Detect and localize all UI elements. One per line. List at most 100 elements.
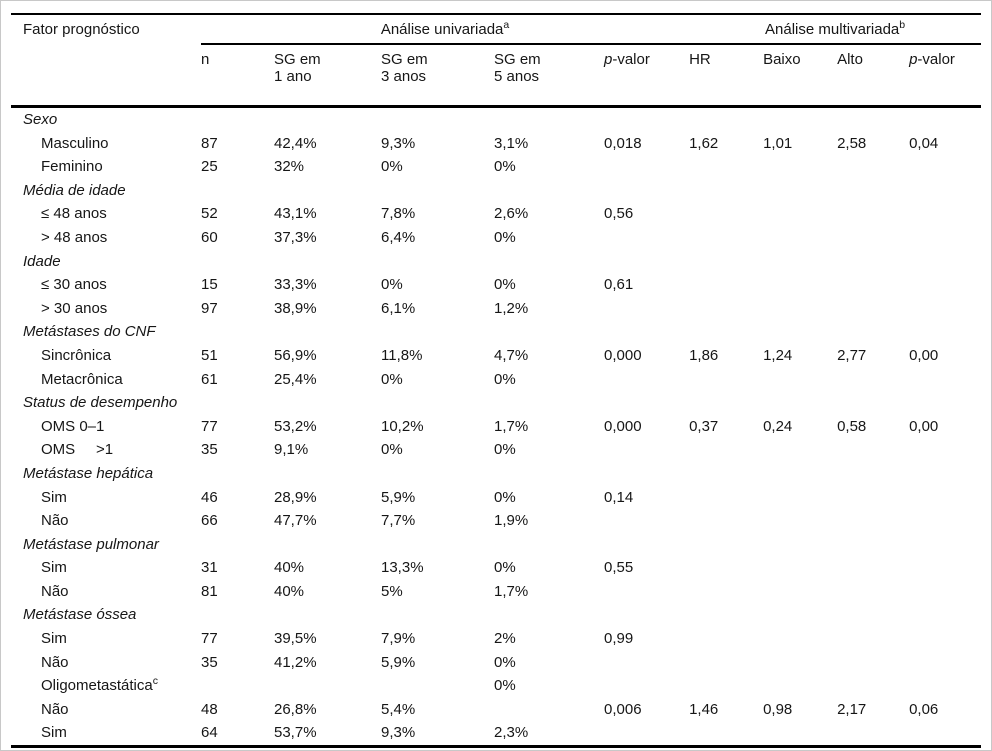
column-header: p-valor xyxy=(909,44,982,108)
table-cell xyxy=(763,320,837,344)
table-cell: 52 xyxy=(201,205,218,223)
column-header: SG em 3 anos xyxy=(381,44,494,108)
table-cell: 0% xyxy=(381,370,403,388)
table-cell xyxy=(604,226,689,250)
table-cell xyxy=(381,603,494,627)
table-cell: 2,3% xyxy=(494,724,529,742)
table-cell xyxy=(689,603,763,627)
table-cell xyxy=(837,250,909,274)
table-cell xyxy=(763,202,837,226)
table-cell: 6,4% xyxy=(381,228,416,246)
table-cell: 39,5% xyxy=(274,630,317,648)
section-row: Média de idade xyxy=(11,179,981,203)
table-cell: 0% xyxy=(494,158,516,176)
row-label: Sim xyxy=(41,559,67,577)
table-cell xyxy=(381,533,494,557)
row-label: Metacrônica xyxy=(41,370,123,388)
table-cell xyxy=(381,462,494,486)
table-cell xyxy=(909,627,981,651)
table-cell: 35 xyxy=(201,653,218,671)
footnote-marker-a: a xyxy=(503,18,510,31)
table-cell: 1,62 xyxy=(689,134,719,152)
table-cell: 61 xyxy=(201,370,218,388)
table-cell: 77 xyxy=(201,417,218,435)
table-cell xyxy=(274,320,381,344)
table-cell xyxy=(604,107,689,132)
column-header-row: n SG em 1 ano SG em 3 anos SG em 5 anos p-valor… xyxy=(11,44,982,108)
row-label: Masculino xyxy=(41,134,109,152)
table-cell xyxy=(274,250,381,274)
table-cell xyxy=(604,651,689,675)
table-cell xyxy=(837,438,909,462)
table-cell: 32% xyxy=(274,158,305,176)
table-cell: 1,46 xyxy=(689,700,719,718)
table-cell: 51 xyxy=(201,346,218,364)
column-header: Alto xyxy=(837,44,910,108)
table-cell: 31 xyxy=(201,559,218,577)
table-cell: 1,2% xyxy=(494,299,529,317)
table-cell: 0,56 xyxy=(604,205,634,223)
table-cell xyxy=(909,721,981,746)
col-header-fator-prognostico: Fator prognóstico xyxy=(23,21,140,38)
table-cell xyxy=(763,391,837,415)
row-label: Oligometastáticac xyxy=(41,675,158,695)
footnote-marker-c: c xyxy=(152,675,158,688)
table-cell xyxy=(909,438,981,462)
table-cell xyxy=(604,179,689,203)
table-row: Sim 46 28,9% 5,9% 0% 0,14 xyxy=(11,486,981,510)
group-header-univariada-label: Análise univariada xyxy=(380,20,504,38)
table-row: Sim 77 39,5% 7,9% 2% 0,99 xyxy=(11,627,981,651)
table-cell xyxy=(494,250,604,274)
table-cell xyxy=(909,509,981,533)
table-cell: 7,7% xyxy=(381,512,416,530)
table-cell xyxy=(763,721,837,746)
table-cell: 0% xyxy=(494,559,516,577)
table-cell: 40% xyxy=(274,582,305,600)
table-cell xyxy=(689,627,763,651)
table-cell: 25 xyxy=(201,158,218,176)
table-cell: 0,04 xyxy=(909,134,939,152)
table-cell xyxy=(909,202,981,226)
section-row: Metástases do CNF xyxy=(11,320,981,344)
table-cell: 0% xyxy=(381,276,403,294)
table-cell xyxy=(689,462,763,486)
row-label: Não xyxy=(41,653,69,671)
italic-p: p xyxy=(909,51,918,68)
table-cell: 0% xyxy=(494,228,516,246)
table-cell xyxy=(909,486,981,510)
table-cell: 2,6% xyxy=(494,205,529,223)
table-cell xyxy=(837,368,909,392)
table-cell xyxy=(837,462,909,486)
table-cell: 53,7% xyxy=(274,724,317,742)
table-cell: 9,3% xyxy=(381,134,416,152)
table-cell xyxy=(909,651,981,675)
table-cell: 2% xyxy=(494,630,516,648)
table-row: OMS 0–1 77 53,2% 10,2% 1,7% 0,000 0,37 0,24 0,58… xyxy=(11,415,981,439)
table-cell xyxy=(909,603,981,627)
table-cell: 0,55 xyxy=(604,559,634,577)
section-row: Metástase óssea xyxy=(11,603,981,627)
table-row: Não 66 47,7% 7,7% 1,9% xyxy=(11,509,981,533)
table-cell xyxy=(201,179,274,203)
table-cell xyxy=(494,533,604,557)
section-row: Metástase pulmonar xyxy=(11,533,981,557)
table-cell: 6,1% xyxy=(381,299,416,317)
table-cell xyxy=(909,556,981,580)
table-cell: 0,14 xyxy=(604,488,634,506)
table-cell xyxy=(494,462,604,486)
footnote-marker-b: b xyxy=(899,18,906,31)
table-cell xyxy=(274,462,381,486)
row-label: Feminino xyxy=(41,158,103,176)
table-cell: 97 xyxy=(201,299,218,317)
table-cell: 28,9% xyxy=(274,488,317,506)
table-cell xyxy=(763,107,837,132)
table-cell: 9,3% xyxy=(381,724,416,742)
table-cell xyxy=(689,509,763,533)
table-cell xyxy=(604,438,689,462)
table-cell xyxy=(494,603,604,627)
table-row: Feminino 25 32% 0% 0% xyxy=(11,155,981,179)
table-cell xyxy=(604,674,689,698)
table-cell: 56,9% xyxy=(274,346,317,364)
table-row: Sim 31 40% 13,3% 0% 0,55 xyxy=(11,556,981,580)
